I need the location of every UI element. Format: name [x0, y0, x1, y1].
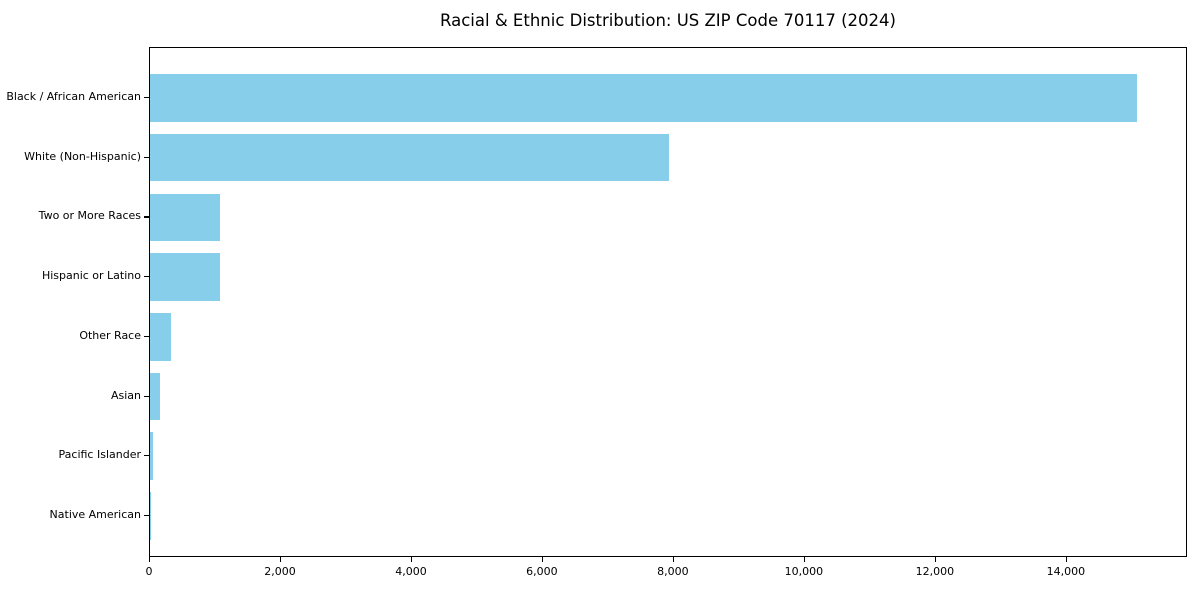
x-tick-label: 6,000 — [526, 565, 558, 578]
x-tick-label: 14,000 — [1046, 565, 1086, 578]
x-tick-mark — [279, 557, 282, 562]
x-tick-mark — [410, 557, 413, 562]
x-tick-mark — [1065, 557, 1068, 562]
x-tick-mark — [672, 557, 675, 562]
x-tick-label: 0 — [145, 565, 153, 578]
bar — [150, 74, 1137, 122]
y-axis-label: Pacific Islander — [58, 448, 141, 462]
y-tick-mark — [144, 335, 149, 337]
y-tick-mark — [144, 514, 149, 517]
y-tick-mark — [144, 276, 149, 278]
y-axis-label: Asian — [110, 388, 141, 402]
x-tick-label: 8,000 — [657, 565, 689, 578]
y-tick-mark — [144, 395, 149, 397]
x-tick-label: 2,000 — [264, 565, 296, 578]
x-tick-mark — [541, 557, 544, 562]
bar — [150, 193, 221, 242]
x-tick-mark — [934, 557, 937, 562]
x-tick-mark — [149, 557, 151, 562]
y-tick-mark — [144, 216, 149, 218]
plot-area — [149, 47, 1187, 557]
y-axis-label: White (Non-Hispanic) — [24, 149, 141, 163]
bar — [150, 133, 669, 182]
y-tick-mark — [144, 455, 149, 457]
bar — [150, 372, 160, 421]
bar — [150, 253, 220, 301]
y-axis-label: Native American — [49, 507, 141, 521]
y-axis-label: Black / African American — [6, 90, 141, 103]
bar — [150, 492, 151, 540]
y-axis-label: Two or More Races — [38, 209, 141, 223]
bar — [150, 313, 171, 361]
y-tick-mark — [144, 156, 149, 158]
chart-title: Racial & Ethnic Distribution: US ZIP Cod… — [440, 11, 896, 30]
y-axis-label: Other Race — [79, 328, 141, 342]
x-tick-mark — [803, 557, 806, 562]
bar — [150, 432, 153, 480]
x-tick-label: 4,000 — [395, 565, 427, 578]
y-axis-label: Hispanic or Latino — [41, 269, 141, 283]
x-tick-label: 10,000 — [784, 565, 824, 578]
x-tick-label: 12,000 — [915, 565, 955, 578]
y-tick-mark — [144, 97, 149, 99]
